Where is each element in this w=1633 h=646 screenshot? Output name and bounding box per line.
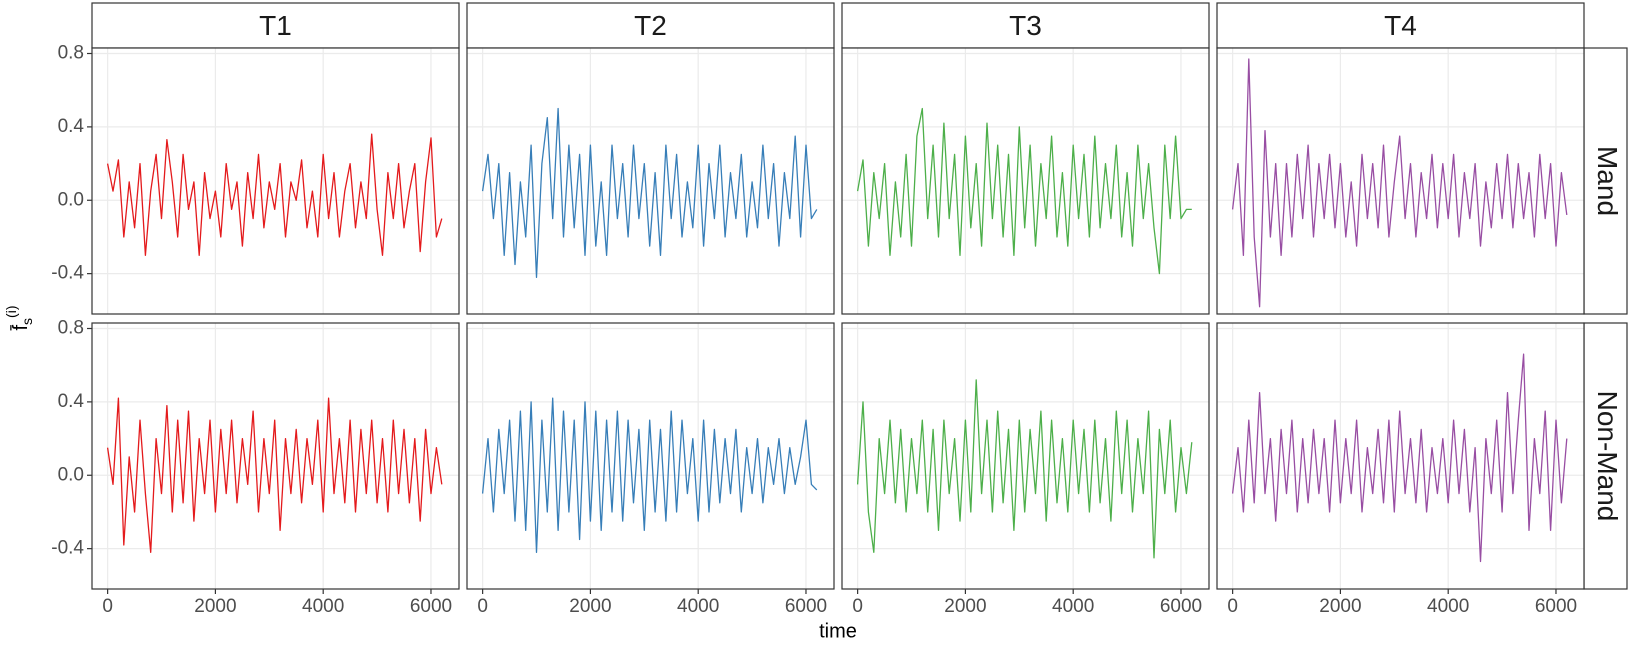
- strip-label: T2: [634, 10, 667, 41]
- x-tick-label: 0: [852, 596, 863, 617]
- x-tick-label: 6000: [1535, 596, 1577, 617]
- y-tick-label: 0.0: [58, 189, 84, 210]
- panel-background: [92, 48, 459, 314]
- strip-background: [1583, 47, 1628, 315]
- panel-border: [91, 47, 460, 315]
- y-tick-label: -0.4: [51, 538, 84, 559]
- series-line: [1231, 58, 1568, 308]
- panel-border: [1216, 322, 1585, 590]
- y-tick-label: 0.4: [58, 391, 85, 412]
- x-tick-label: 4000: [1052, 596, 1094, 617]
- strip-background: [1583, 322, 1628, 590]
- x-tick-label: 2000: [194, 596, 236, 617]
- panel-background: [467, 323, 834, 589]
- panel-background: [1217, 48, 1584, 314]
- x-tick-label: 0: [1227, 596, 1238, 617]
- panel-border: [841, 322, 1210, 590]
- x-tick-label: 0: [102, 596, 113, 617]
- panel-border: [841, 47, 1210, 315]
- series-line: [481, 397, 818, 553]
- strip-label: Mand: [1592, 146, 1623, 216]
- series-line: [856, 107, 1192, 275]
- x-axis-title: time: [819, 620, 857, 642]
- x-tick-label: 6000: [1160, 596, 1202, 617]
- y-tick-label: 0.4: [58, 116, 85, 137]
- x-tick-label: 6000: [785, 596, 827, 617]
- y-axis-title-base: f̄: [9, 325, 32, 331]
- y-tick-label: -0.4: [51, 263, 84, 284]
- panel-background: [467, 48, 834, 314]
- strip-label: T1: [259, 10, 292, 41]
- x-tick-label: 2000: [1319, 596, 1361, 617]
- x-tick-label: 4000: [302, 596, 344, 617]
- panel-border: [466, 47, 835, 315]
- series-line: [1231, 353, 1568, 563]
- y-axis-title: f̄s(i): [3, 306, 35, 331]
- y-axis-title-sup: (i): [3, 306, 19, 318]
- x-tick-label: 2000: [944, 596, 986, 617]
- panel-background: [92, 323, 459, 589]
- panel-border: [1216, 47, 1585, 315]
- series-line: [106, 133, 443, 256]
- series-line: [106, 397, 443, 553]
- x-tick-label: 2000: [569, 596, 611, 617]
- strip-background: [841, 2, 1210, 49]
- x-tick-label: 6000: [410, 596, 452, 617]
- strip-label: T4: [1384, 10, 1417, 41]
- strip-label: Non-Mand: [1592, 391, 1623, 522]
- x-tick-label: 0: [477, 596, 488, 617]
- x-tick-label: 4000: [677, 596, 719, 617]
- panel-border: [466, 322, 835, 590]
- panel-border: [91, 322, 460, 590]
- series-line: [856, 379, 1193, 559]
- panel-background: [842, 323, 1209, 589]
- x-tick-label: 4000: [1427, 596, 1469, 617]
- strip-background: [466, 2, 835, 49]
- panel-background: [842, 48, 1209, 314]
- series-line: [481, 107, 818, 278]
- y-axis-title-sub: s: [19, 318, 35, 325]
- strip-label: T3: [1009, 10, 1042, 41]
- y-tick-label: 0.0: [58, 464, 84, 485]
- y-tick-label: 0.8: [58, 43, 84, 64]
- y-tick-label: 0.8: [58, 318, 84, 339]
